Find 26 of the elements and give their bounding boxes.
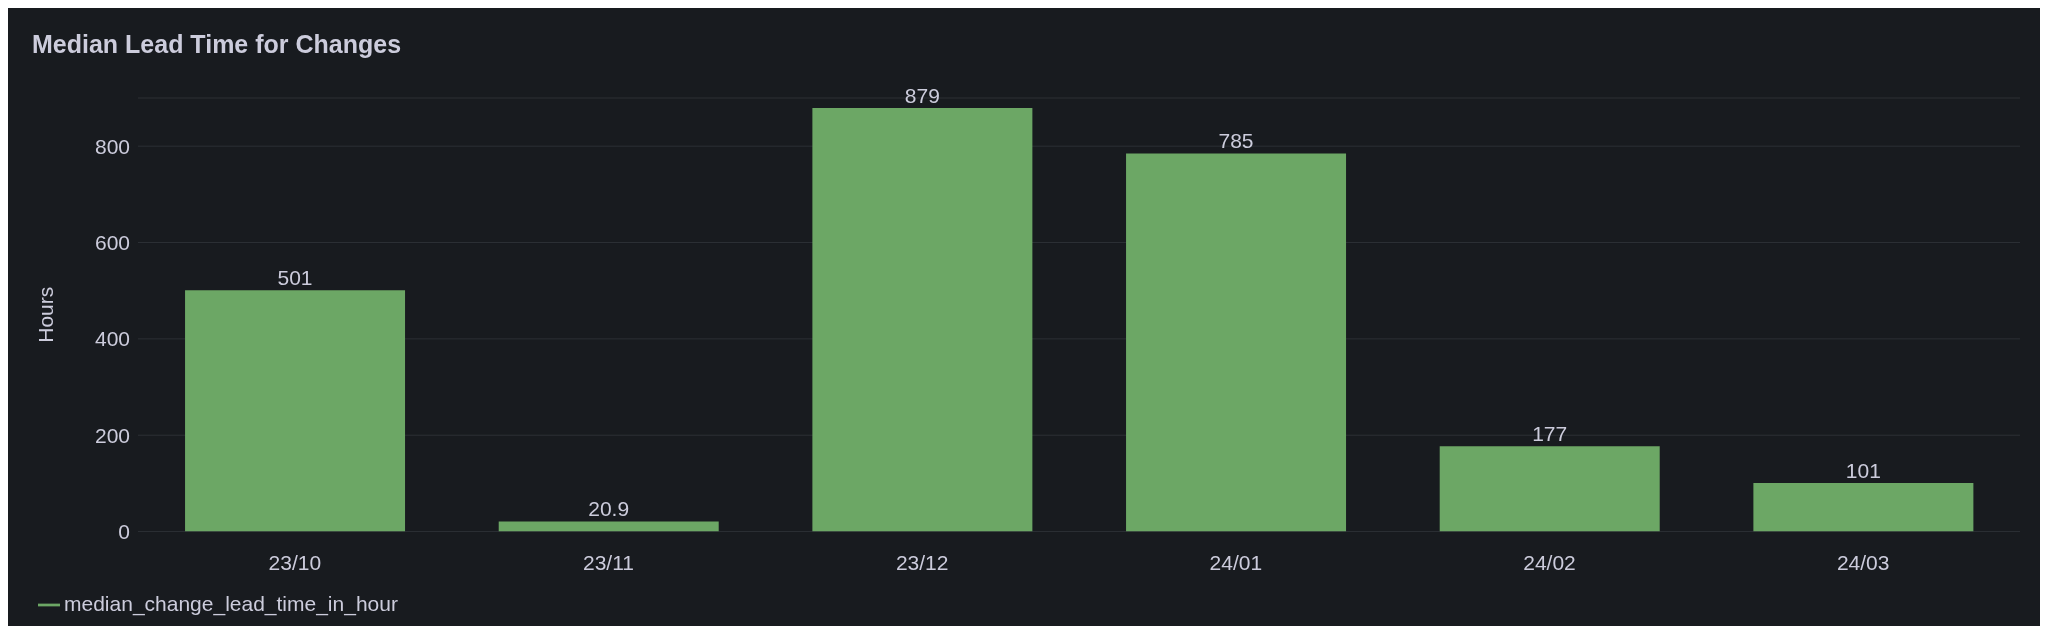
y-tick-label: 0 — [118, 520, 130, 543]
y-tick-label: 400 — [94, 327, 130, 351]
legend-label: median_change_lead_time_in_hour — [64, 591, 398, 615]
chart-title: Median Lead Time for Changes — [32, 30, 402, 59]
data-label: 177 — [1532, 422, 1568, 446]
y-tick-label: 600 — [94, 230, 130, 254]
bar — [1753, 482, 1974, 532]
data-label: 20.9 — [588, 497, 630, 521]
bar — [1439, 446, 1660, 532]
x-tick-label: 23/12 — [895, 551, 949, 575]
bar — [498, 521, 719, 532]
y-tick-label: 800 — [94, 134, 130, 158]
y-axis-title: Hours — [34, 286, 58, 343]
data-label: 101 — [1845, 458, 1881, 482]
x-tick-label: 24/03 — [1836, 551, 1890, 575]
bar — [1126, 153, 1347, 532]
x-tick-label: 24/01 — [1209, 551, 1263, 575]
data-label: 501 — [277, 266, 313, 290]
y-tick-label: 200 — [94, 423, 130, 447]
data-label: 879 — [904, 84, 940, 108]
x-tick-label: 23/10 — [268, 551, 322, 575]
data-label: 785 — [1218, 129, 1254, 153]
x-tick-label: 24/02 — [1523, 551, 1576, 575]
bar — [185, 290, 406, 532]
bar — [812, 108, 1033, 532]
x-tick-label: 23/11 — [583, 551, 634, 575]
